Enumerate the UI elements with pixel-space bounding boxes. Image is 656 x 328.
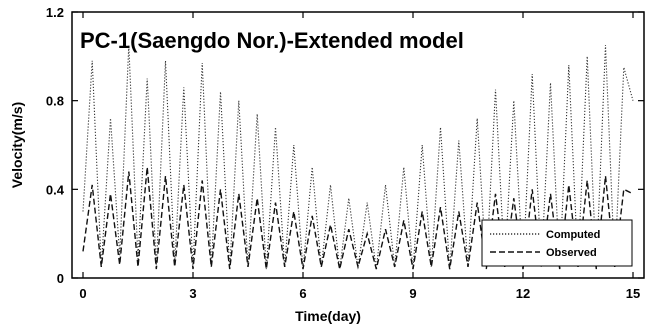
legend-computed-label: Computed (546, 229, 600, 241)
x-tick-label: 0 (79, 286, 86, 301)
plot-frame (71, 11, 645, 279)
x-tick-label: 9 (409, 286, 416, 301)
y-axis-title: Velocity(m/s) (9, 102, 25, 188)
x-tick-label: 3 (189, 286, 196, 301)
series-line-observed (82, 167, 634, 270)
y-tick-label: 1.2 (46, 5, 64, 20)
x-axis-ticks: 0 3 6 9 12 15 (79, 12, 640, 301)
x-axis-title: Time(day) (295, 308, 361, 324)
x-tick-label: 6 (299, 286, 306, 301)
y-tick-label: 0.8 (46, 94, 64, 109)
y-axis-ticks: 0 0.4 0.8 1.2 (46, 5, 644, 286)
series-layer (82, 45, 634, 270)
y-tick-label: 0.4 (46, 182, 65, 197)
x-tick-label: 15 (626, 286, 640, 301)
y-tick-label: 0 (57, 271, 64, 286)
legend: Computed Observed (481, 219, 633, 267)
legend-box (481, 219, 633, 267)
chart-title: PC-1(Saengdo Nor.)-Extended model (80, 28, 464, 53)
legend-observed-label: Observed (546, 247, 597, 259)
x-tick-label: 12 (516, 286, 530, 301)
